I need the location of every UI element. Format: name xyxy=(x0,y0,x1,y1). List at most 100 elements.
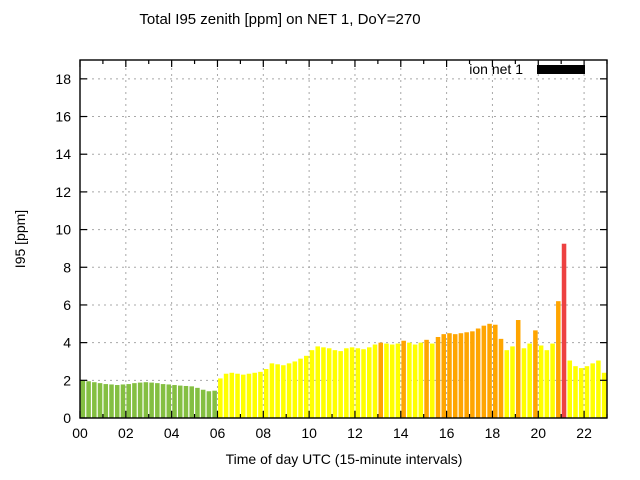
bar-09:15 xyxy=(292,361,298,418)
bar-12:30 xyxy=(367,347,372,418)
bar-09:45 xyxy=(304,355,309,418)
bar-04:00 xyxy=(172,385,177,418)
bar-07:30 xyxy=(252,372,257,418)
bar-05:00 xyxy=(195,387,200,418)
bar-14:30 xyxy=(412,344,418,418)
bar-10:15 xyxy=(315,346,320,418)
bar-13:00 xyxy=(378,342,383,418)
bar-14:00 xyxy=(401,340,406,418)
bar-10:45 xyxy=(326,348,332,418)
bar-19:15 xyxy=(521,348,527,418)
bar-19:30 xyxy=(527,343,532,418)
y-axis-label: I95 [ppm] xyxy=(12,209,28,269)
bar-12:45 xyxy=(372,344,378,418)
legend-label: ion net 1 xyxy=(469,61,523,77)
bar-12:15 xyxy=(361,349,366,418)
legend: ion net 1 xyxy=(469,61,585,77)
xtick-label-16: 16 xyxy=(439,425,455,441)
bar-04:30 xyxy=(183,385,189,418)
bar-13:30 xyxy=(389,344,395,418)
xtick-label-14: 14 xyxy=(393,425,409,441)
bar-12:00 xyxy=(355,348,361,418)
xtick-label-12: 12 xyxy=(347,425,363,441)
bar-00:30 xyxy=(92,382,97,418)
bar-19:00 xyxy=(515,320,521,418)
bar-03:30 xyxy=(160,384,166,418)
bar-01:15 xyxy=(109,384,114,418)
bar-05:45 xyxy=(212,390,217,418)
bar-05:15 xyxy=(200,389,206,418)
bar-06:45 xyxy=(235,373,240,418)
bar-01:00 xyxy=(103,384,109,418)
xtick-label-04: 04 xyxy=(164,425,180,441)
bar-14:15 xyxy=(407,342,412,418)
bar-08:45 xyxy=(281,365,286,418)
bar-03:00 xyxy=(149,382,154,418)
x-axis-label: Time of day UTC (15-minute intervals) xyxy=(225,451,463,467)
bar-08:15 xyxy=(269,363,275,418)
bar-01:45 xyxy=(120,384,126,418)
bar-09:00 xyxy=(286,363,292,418)
bar-06:15 xyxy=(223,373,229,418)
bar-20:00 xyxy=(538,345,544,418)
chart-title: Total I95 zenith [ppm] on NET 1, DoY=270 xyxy=(139,11,421,28)
bar-08:00 xyxy=(263,369,269,418)
bar-11:30 xyxy=(344,348,349,418)
bar-02:15 xyxy=(132,383,137,418)
ytick-label-0: 0 xyxy=(63,410,71,426)
bar-10:00 xyxy=(309,350,315,418)
bar-15:00 xyxy=(424,339,429,418)
bar-20:45 xyxy=(556,301,561,418)
bar-22:15 xyxy=(590,363,595,418)
bar-20:15 xyxy=(544,350,550,418)
bar-11:45 xyxy=(349,347,355,418)
ytick-label-16: 16 xyxy=(55,109,71,125)
bar-07:15 xyxy=(246,373,252,418)
bar-11:15 xyxy=(338,351,343,418)
bar-22:45 xyxy=(601,372,607,418)
xtick-label-02: 02 xyxy=(118,425,134,441)
bar-15:45 xyxy=(441,334,447,418)
ytick-label-8: 8 xyxy=(63,259,71,275)
bar-14:45 xyxy=(418,342,424,418)
xtick-label-00: 00 xyxy=(72,425,88,441)
bar-17:00 xyxy=(470,331,475,418)
tick-marks xyxy=(79,60,608,419)
bar-18:15 xyxy=(498,338,504,418)
bar-17:15 xyxy=(475,328,481,418)
bar-00:15 xyxy=(86,381,91,418)
bar-00:00 xyxy=(80,380,86,418)
bar-21:15 xyxy=(567,360,573,418)
xtick-label-18: 18 xyxy=(485,425,501,441)
ytick-label-14: 14 xyxy=(55,146,71,162)
bar-13:15 xyxy=(384,343,389,418)
bar-22:00 xyxy=(584,366,590,418)
bar-19:45 xyxy=(533,330,538,418)
bar-22:30 xyxy=(596,360,601,418)
bar-20:30 xyxy=(550,343,555,418)
bar-16:15 xyxy=(452,334,458,418)
bar-16:00 xyxy=(447,333,452,418)
bar-13:45 xyxy=(395,343,401,418)
ytick-label-6: 6 xyxy=(63,297,71,313)
bar-21:30 xyxy=(573,366,578,418)
ytick-label-10: 10 xyxy=(55,222,71,238)
bar-17:30 xyxy=(481,325,487,418)
bar-15:30 xyxy=(435,336,441,418)
bar-02:45 xyxy=(143,382,149,418)
bar-04:45 xyxy=(189,386,194,418)
bar-21:45 xyxy=(578,368,584,418)
bar-03:15 xyxy=(155,383,160,418)
bar-07:00 xyxy=(240,374,246,418)
bar-01:30 xyxy=(114,385,120,418)
bar-15:15 xyxy=(430,343,435,418)
bar-06:00 xyxy=(218,378,223,418)
bar-18:45 xyxy=(510,346,515,418)
bar-05:30 xyxy=(206,391,212,418)
bar-16:30 xyxy=(458,333,464,418)
xtick-label-20: 20 xyxy=(530,425,546,441)
xtick-label-08: 08 xyxy=(256,425,272,441)
bar-08:30 xyxy=(275,364,280,418)
